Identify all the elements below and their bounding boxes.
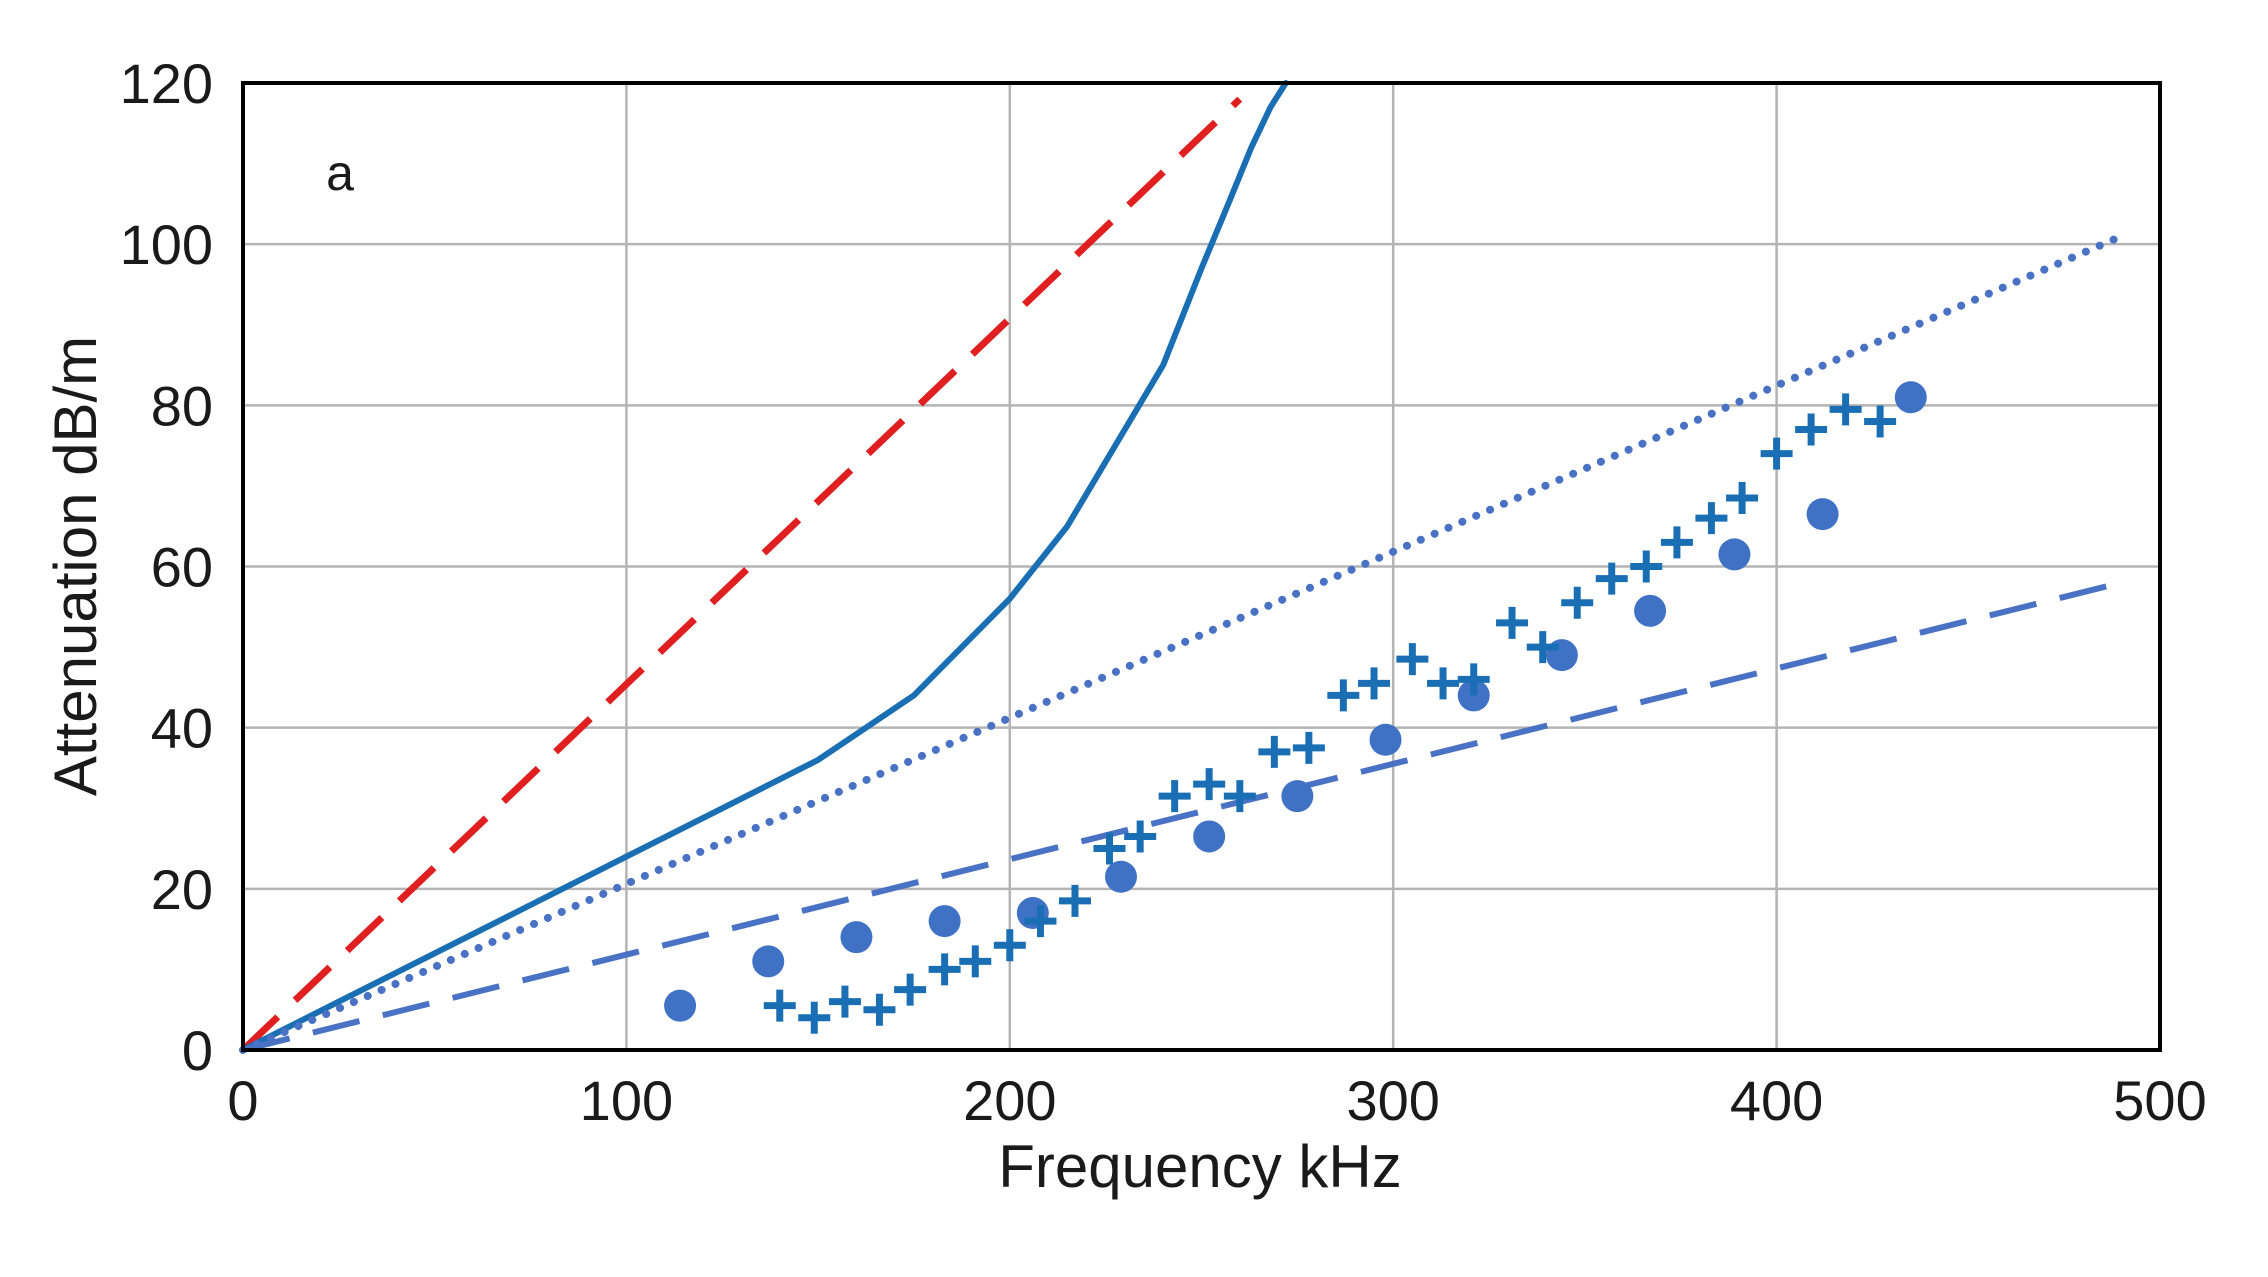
grid (243, 83, 2160, 1050)
y-tick-label: 20 (151, 858, 213, 921)
cross-marker (1358, 667, 1391, 700)
cross-marker (1526, 631, 1559, 664)
circle-marker (1193, 820, 1226, 853)
cross-marker (1258, 735, 1291, 768)
cross-marker (1158, 780, 1191, 813)
cross-marker (828, 985, 861, 1018)
cross-marker (1760, 437, 1793, 470)
cross-marker (1561, 586, 1594, 619)
x-tick-label: 200 (963, 1069, 1056, 1132)
red-dashed-line (240, 96, 1243, 1053)
cross-marker (798, 1001, 831, 1034)
cross-marker (993, 929, 1026, 962)
circle-marker (1104, 860, 1137, 893)
x-axis-label: Frequency kHz (998, 1133, 1401, 1200)
cross-marker (1024, 905, 1057, 938)
circle-marker (1718, 538, 1751, 571)
circle-marker (1369, 723, 1402, 756)
markers (664, 381, 1927, 1034)
x-tick-label: 100 (580, 1069, 673, 1132)
circle-marker (1806, 498, 1839, 531)
dashed-blue-line (242, 579, 2123, 1053)
dotted-blue-line (239, 232, 2126, 1054)
cross-marker (1292, 731, 1325, 764)
circle-marker (928, 905, 961, 938)
panel-label: a (326, 145, 354, 201)
circle-marker (1634, 594, 1667, 627)
cross-marker (1058, 884, 1091, 917)
circle-marker (752, 945, 785, 978)
circle-marker (1281, 780, 1314, 813)
plot-frame (241, 81, 2162, 1052)
cross-marker (1595, 562, 1628, 595)
y-tick-label: 40 (151, 697, 213, 760)
x-tick-label: 500 (2113, 1069, 2206, 1132)
cross-marker (1795, 413, 1828, 446)
y-tick-label: 120 (120, 52, 213, 115)
y-axis-label: Attenuation dB/m (42, 336, 109, 796)
x-tick-label: 300 (1346, 1069, 1439, 1132)
cross-marker (1829, 393, 1862, 426)
circle-marker (1894, 381, 1927, 414)
cross-marker (1093, 832, 1126, 865)
y-tick-label: 80 (151, 374, 213, 437)
cross-marker (1427, 667, 1460, 700)
cross-marker (894, 973, 927, 1006)
x-tick-label: 0 (227, 1069, 258, 1132)
cross-marker (863, 993, 896, 1026)
cross-marker (1124, 820, 1157, 853)
cross-marker (763, 989, 796, 1022)
cross-marker (928, 953, 961, 986)
y-tick-label: 100 (120, 213, 213, 276)
cross-marker (1864, 405, 1897, 438)
cross-marker (1496, 606, 1529, 639)
cross-marker (959, 945, 992, 978)
cross-marker (1396, 643, 1429, 676)
cross-marker (1695, 502, 1728, 535)
series (239, 80, 2126, 1054)
cross-marker (1660, 526, 1693, 559)
circle-marker (1457, 679, 1490, 712)
cross-marker (1193, 768, 1226, 801)
y-tick-label: 0 (182, 1019, 213, 1082)
cross-marker (1630, 550, 1663, 583)
cross-marker (1223, 780, 1256, 813)
circle-marker (664, 989, 697, 1022)
cross-marker (1327, 679, 1360, 712)
tick-labels: 0 100 200 300 400 500 0 20 40 60 80 100 120 (120, 52, 2207, 1132)
cross-marker (1726, 482, 1759, 515)
solid-blue-curve (240, 80, 1289, 1053)
cross-marker (1457, 663, 1490, 696)
circle-marker (840, 921, 873, 954)
y-tick-label: 60 (151, 536, 213, 599)
x-tick-label: 400 (1730, 1069, 1823, 1132)
